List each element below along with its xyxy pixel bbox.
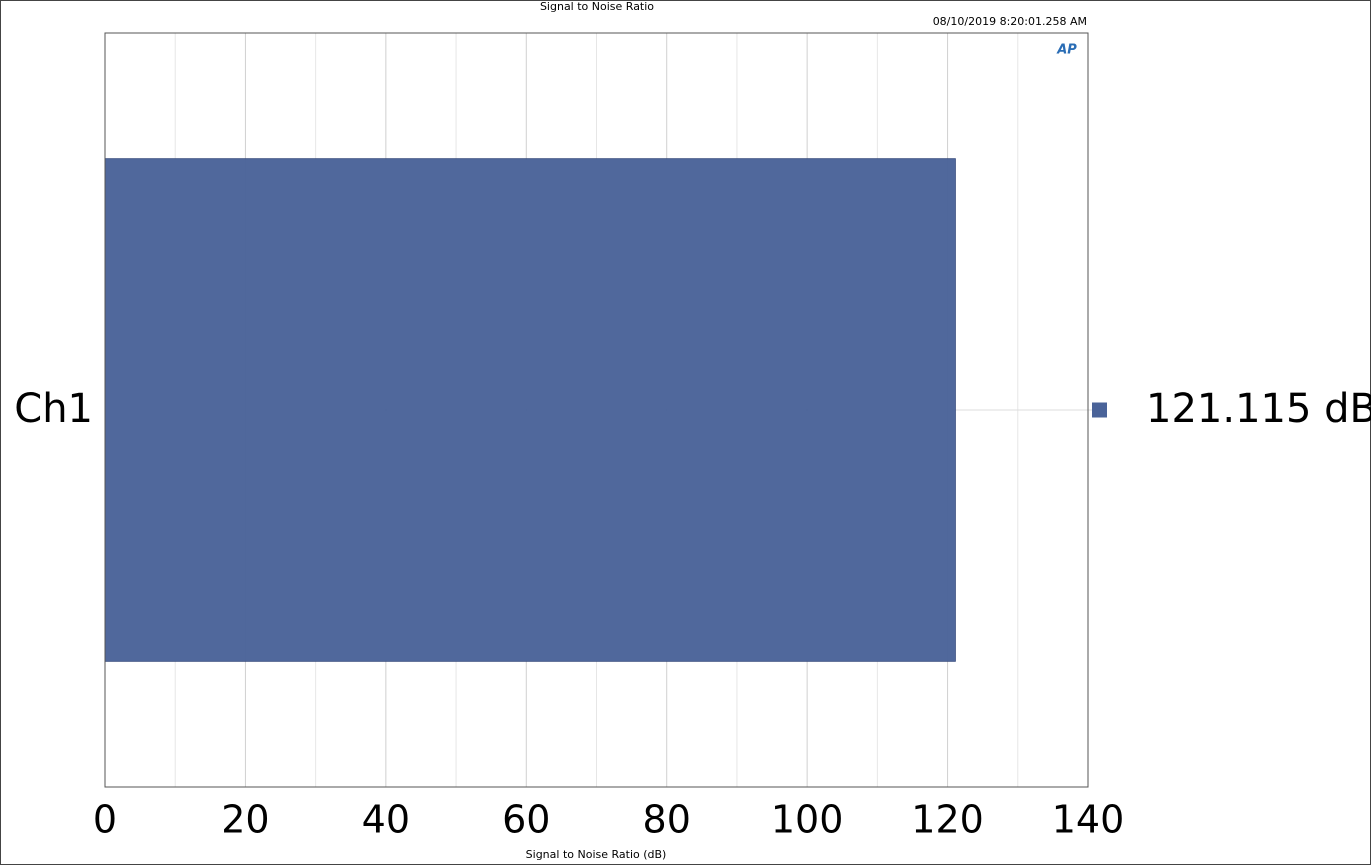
y-tick-label: Ch1 bbox=[14, 386, 93, 432]
bar bbox=[104, 158, 956, 662]
x-tick-label: 0 bbox=[93, 798, 117, 842]
x-tick-label: 60 bbox=[502, 798, 550, 842]
timestamp: 08/10/2019 8:20:01.258 AM bbox=[933, 15, 1087, 28]
x-tick-label: 80 bbox=[643, 798, 691, 842]
x-tick-label: 100 bbox=[771, 798, 844, 842]
logo: AP bbox=[1056, 43, 1077, 58]
value-label: 121.115 dB bbox=[1146, 386, 1371, 432]
plot-border bbox=[104, 32, 1089, 788]
x-tick-label: 140 bbox=[1052, 798, 1125, 842]
x-tick-label: 40 bbox=[362, 798, 410, 842]
chart-title: Signal to Noise Ratio bbox=[540, 0, 654, 13]
x-axis-label: Signal to Noise Ratio (dB) bbox=[526, 848, 667, 861]
legend-marker bbox=[1092, 402, 1107, 418]
x-tick-label: 120 bbox=[911, 798, 984, 842]
x-tick-label: 20 bbox=[221, 798, 269, 842]
